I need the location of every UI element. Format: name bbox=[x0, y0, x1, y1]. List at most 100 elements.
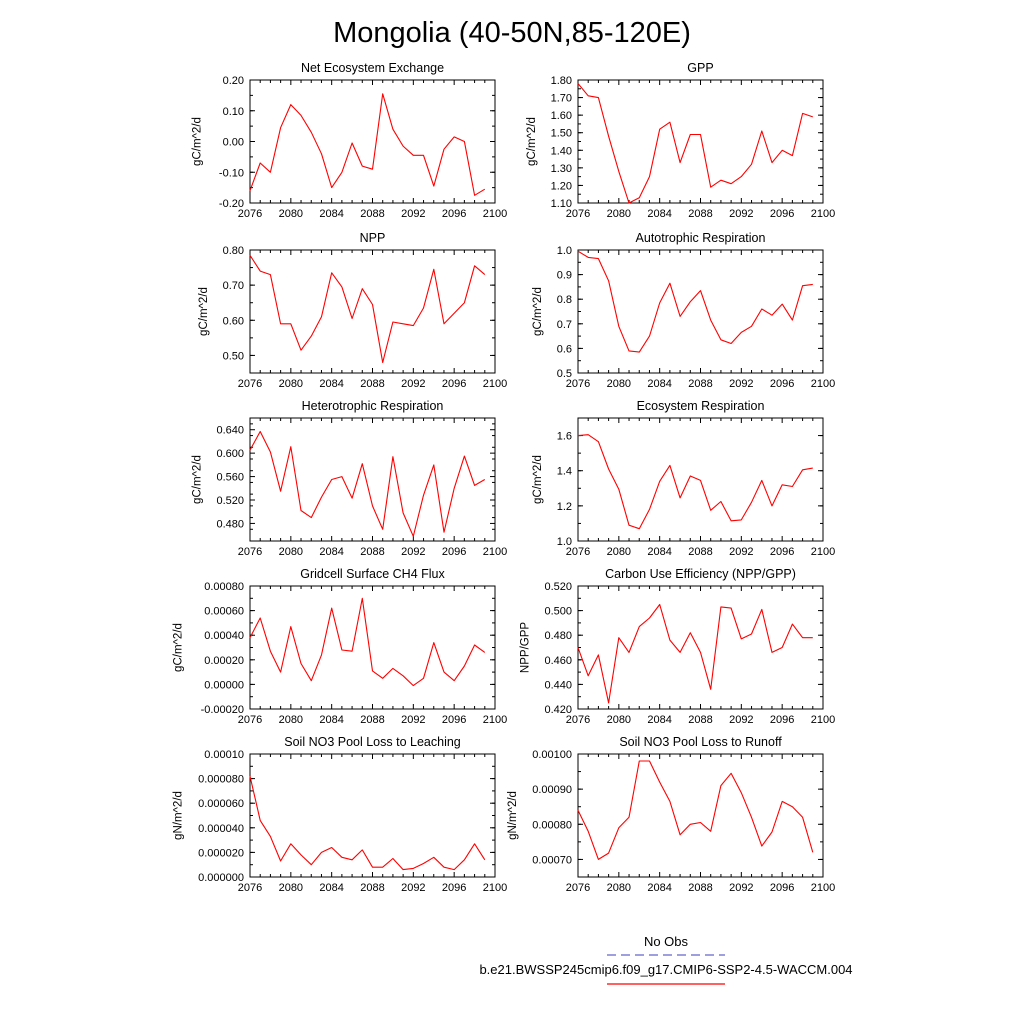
x-tick-label: 2100 bbox=[811, 882, 835, 894]
y-tick-label: 0.560 bbox=[216, 472, 244, 484]
chart-panel: Net Ecosystem Exchange 2076 2080 2084 2088 20… bbox=[192, 61, 508, 220]
y-tick-label: 0.00070 bbox=[532, 854, 572, 866]
y-tick-label: 1.20 bbox=[551, 180, 572, 192]
series-line bbox=[577, 760, 814, 860]
chart-title: Autotrophic Respiration bbox=[636, 231, 766, 245]
x-tick-label: 2100 bbox=[483, 546, 507, 558]
chart-title: Ecosystem Respiration bbox=[637, 399, 765, 413]
x-tick-label: 2080 bbox=[607, 546, 631, 558]
x-tick-label: 2100 bbox=[483, 714, 507, 726]
y-tick-label: 1.30 bbox=[551, 163, 572, 175]
y-tick-label: 0.8 bbox=[557, 294, 572, 306]
y-tick-label: 0.80 bbox=[223, 245, 244, 257]
series-line bbox=[249, 255, 486, 364]
y-tick-label: 0.6 bbox=[557, 343, 572, 355]
series-line bbox=[249, 597, 486, 687]
y-tick-label: 1.50 bbox=[551, 128, 572, 140]
x-tick-label: 2084 bbox=[647, 546, 671, 558]
plot-frame bbox=[577, 249, 824, 374]
y-axis-label: gC/m^2/d bbox=[526, 117, 538, 166]
x-tick-label: 2088 bbox=[360, 882, 384, 894]
y-tick-label: 1.10 bbox=[551, 198, 572, 210]
x-tick-label: 2080 bbox=[607, 378, 631, 390]
chart-panel: Soil NO3 Pool Loss to Runoff 2076 2080 2084… bbox=[507, 735, 835, 894]
legend-obs-label: No Obs bbox=[644, 934, 689, 949]
y-axis-label: gC/m^2/d bbox=[532, 455, 544, 504]
x-tick-label: 2100 bbox=[483, 378, 507, 390]
chart-panel: Autotrophic Respiration 2076 2080 2084 2088 2… bbox=[532, 231, 835, 390]
y-tick-label: 1.0 bbox=[557, 245, 572, 257]
y-axis-label: gN/m^2/d bbox=[507, 791, 519, 840]
x-tick-label: 2088 bbox=[360, 378, 384, 390]
plot-frame bbox=[249, 753, 496, 878]
y-axis-label: gN/m^2/d bbox=[173, 791, 185, 840]
y-tick-label: 0.000060 bbox=[198, 798, 244, 810]
y-axis-label: gC/m^2/d bbox=[198, 287, 210, 336]
x-tick-label: 2080 bbox=[607, 882, 631, 894]
x-tick-label: 2096 bbox=[770, 882, 794, 894]
y-tick-label: 0.600 bbox=[216, 448, 244, 460]
y-tick-label: 0.00040 bbox=[204, 630, 244, 642]
chart-title: Carbon Use Efficiency (NPP/GPP) bbox=[605, 567, 796, 581]
legend: No Obs b.e21.BWSSP245cmip6.f09_g17.CMIP6… bbox=[479, 934, 853, 985]
y-tick-label: 0.00080 bbox=[204, 581, 244, 593]
y-tick-label: -0.10 bbox=[219, 167, 244, 179]
x-tick-label: 2100 bbox=[811, 714, 835, 726]
y-tick-label: 0.000040 bbox=[198, 823, 244, 835]
y-tick-label: 0.460 bbox=[544, 655, 572, 667]
x-tick-label: 2092 bbox=[401, 378, 425, 390]
y-tick-label: 0.000020 bbox=[198, 847, 244, 859]
x-tick-label: 2080 bbox=[279, 208, 303, 220]
y-axis-label: NPP/GPP bbox=[520, 622, 532, 673]
plot-frame bbox=[577, 417, 824, 542]
x-tick-label: 2084 bbox=[647, 882, 671, 894]
x-tick-label: 2096 bbox=[770, 546, 794, 558]
x-tick-label: 2080 bbox=[607, 208, 631, 220]
x-tick-label: 2096 bbox=[770, 714, 794, 726]
y-tick-label: 0.7 bbox=[557, 319, 572, 331]
x-tick-label: 2092 bbox=[729, 378, 753, 390]
series-line bbox=[577, 434, 813, 530]
y-tick-label: 0.60 bbox=[223, 315, 244, 327]
plot-frame bbox=[577, 753, 824, 878]
x-tick-label: 2084 bbox=[319, 714, 343, 726]
y-axis-label: gC/m^2/d bbox=[192, 117, 204, 166]
x-tick-label: 2092 bbox=[401, 208, 425, 220]
x-tick-label: 2088 bbox=[360, 714, 384, 726]
chart-title: Heterotrophic Respiration bbox=[302, 399, 444, 413]
x-tick-label: 2080 bbox=[279, 714, 303, 726]
y-tick-label: 0.00100 bbox=[532, 749, 572, 761]
y-tick-label: -0.00020 bbox=[201, 704, 244, 716]
y-tick-label: 0.20 bbox=[223, 75, 244, 87]
x-tick-label: 2092 bbox=[729, 208, 753, 220]
series-line bbox=[249, 93, 486, 196]
x-tick-label: 2076 bbox=[566, 714, 590, 726]
x-tick-label: 2084 bbox=[647, 378, 671, 390]
chart-panel: Gridcell Surface CH4 Flux 2076 2080 2084 208… bbox=[173, 567, 508, 726]
x-tick-label: 2088 bbox=[688, 882, 712, 894]
x-tick-label: 2092 bbox=[401, 882, 425, 894]
chart-panel: Carbon Use Efficiency (NPP/GPP) 2076 2080 2… bbox=[520, 567, 836, 726]
chart-title: Soil NO3 Pool Loss to Runoff bbox=[619, 735, 782, 749]
x-tick-label: 2096 bbox=[442, 714, 466, 726]
x-tick-label: 2088 bbox=[360, 208, 384, 220]
plot-frame bbox=[249, 249, 496, 374]
y-tick-label: 1.2 bbox=[557, 501, 572, 513]
y-tick-label: 0.00010 bbox=[204, 749, 244, 761]
y-tick-label: 0.00 bbox=[223, 137, 244, 149]
x-tick-label: 2076 bbox=[238, 546, 262, 558]
series-line bbox=[249, 430, 486, 537]
chart-title: Soil NO3 Pool Loss to Leaching bbox=[284, 735, 461, 749]
y-tick-label: 0.70 bbox=[223, 280, 244, 292]
x-tick-label: 2092 bbox=[729, 714, 753, 726]
page-title: Mongolia (40-50N,85-120E) bbox=[333, 17, 691, 49]
x-tick-label: 2088 bbox=[688, 714, 712, 726]
x-tick-label: 2076 bbox=[566, 546, 590, 558]
x-tick-label: 2092 bbox=[401, 714, 425, 726]
plot-frame bbox=[577, 585, 824, 710]
y-tick-label: 0.000080 bbox=[198, 774, 244, 786]
x-tick-label: 2096 bbox=[442, 378, 466, 390]
x-tick-label: 2084 bbox=[647, 714, 671, 726]
y-tick-label: 0.00000 bbox=[204, 679, 244, 691]
